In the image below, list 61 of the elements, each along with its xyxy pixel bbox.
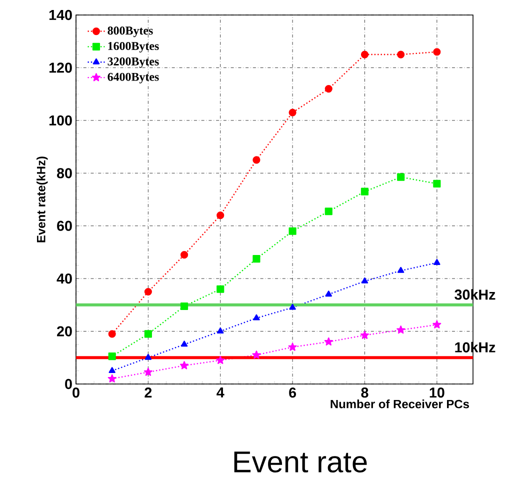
point [108,374,116,382]
point [397,50,405,58]
x-tick-label: 10 [430,388,444,398]
point [108,352,116,360]
x-axis-title: Number of Receiver PCs [330,400,469,408]
text: Event rate [234,452,367,472]
point [216,356,225,364]
point [252,350,261,359]
point [288,227,296,235]
y-axis-title: Event rate(kHz) [36,156,48,242]
point [434,258,440,265]
point [325,290,332,297]
point [144,288,152,296]
point [289,304,296,310]
point [108,330,116,338]
legend-label: 800Bytes [108,26,153,38]
point [144,330,152,338]
point [180,340,188,347]
point [360,188,369,196]
point [180,361,189,370]
point [324,85,332,93]
point [432,320,442,328]
point [360,50,369,58]
point [216,285,224,293]
x-tick-label: 6 [289,388,296,398]
y-tick-label: 120 [49,62,72,73]
legend-label: 3200Bytes [108,57,159,68]
point [217,328,224,334]
point [396,326,406,334]
point [252,255,260,263]
point [433,180,441,188]
y-tick-label: 80 [56,168,72,178]
point [108,367,116,374]
legend-label: 1600Bytes [108,42,159,53]
point [144,354,152,360]
point [288,108,296,116]
x-tick-label: 8 [361,388,368,398]
point [288,342,297,351]
point [361,277,368,284]
x-tick-label: 4 [216,388,224,398]
y-tick-label: 100 [49,115,72,126]
point [433,48,441,56]
x-tick-label: 2 [144,388,152,398]
point [324,337,333,346]
point [253,314,260,320]
point [216,212,224,220]
y-tick-label: 60 [57,220,72,231]
y-tick-label: 20 [57,326,72,336]
point [324,208,332,216]
y-tick-label: 140 [49,10,72,20]
point [397,266,404,273]
y-tick-label: 40 [56,273,72,284]
point [180,251,188,259]
point [252,156,260,164]
point [360,330,369,339]
legend-label: 6400Bytes [108,72,159,84]
x-tick-label: 0 [72,388,80,398]
point [144,368,152,376]
point [397,173,405,181]
y-tick-label: 0 [65,378,72,390]
point [180,302,188,310]
